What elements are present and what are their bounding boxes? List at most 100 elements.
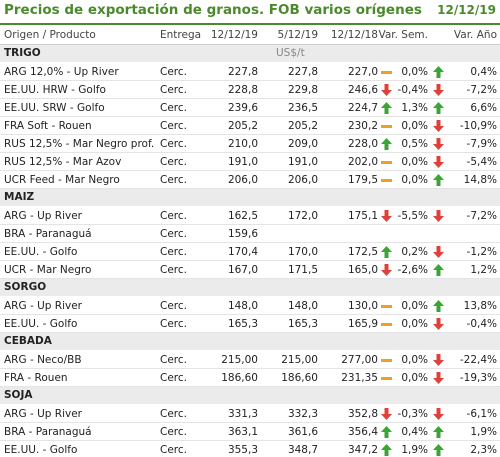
section-band xyxy=(0,387,500,404)
cell: 2,3% xyxy=(470,444,497,456)
cell: Cerc. xyxy=(160,66,187,78)
header-rule xyxy=(0,44,500,45)
row-rule xyxy=(0,314,500,315)
cell: -2,6% xyxy=(397,264,428,276)
cell: 191,0 xyxy=(227,156,258,168)
cell: 205,2 xyxy=(227,120,258,132)
cell: 227,8 xyxy=(287,66,318,78)
column-header: 12/12/18 xyxy=(330,29,378,41)
cell: -0,4% xyxy=(397,84,428,96)
cell: 210,0 xyxy=(227,138,258,150)
cell: ARG - Up River xyxy=(4,210,82,222)
cell: 0,0% xyxy=(401,174,428,186)
cell: 205,2 xyxy=(287,120,318,132)
column-header: 12/12/19 xyxy=(210,29,258,41)
cell: Cerc. xyxy=(160,228,187,240)
cell: Cerc. xyxy=(160,210,187,222)
cell: 162,5 xyxy=(227,210,258,222)
cell: -7,2% xyxy=(466,210,497,222)
cell: EE.UU. - Golfo xyxy=(4,246,78,258)
cell: 236,5 xyxy=(287,102,318,114)
cell: 0,4% xyxy=(470,66,497,78)
row-rule xyxy=(0,188,500,189)
cell: UCR - Mar Negro xyxy=(4,264,92,276)
trend-icon-up xyxy=(381,444,392,456)
cell: Cerc. xyxy=(160,444,187,456)
cell: -7,2% xyxy=(466,84,497,96)
trend-icon-down xyxy=(381,84,392,96)
trend-icon-up xyxy=(433,444,444,456)
cell: 0,0% xyxy=(401,66,428,78)
trend-icon-flat xyxy=(381,179,392,182)
trend-icon-up xyxy=(433,426,444,438)
row-rule xyxy=(0,242,500,243)
trend-icon-up xyxy=(381,426,392,438)
cell: EE.UU. HRW - Golfo xyxy=(4,84,106,96)
column-header: Var. Año xyxy=(453,29,497,41)
cell: 0,0% xyxy=(401,120,428,132)
cell: Cerc. xyxy=(160,408,187,420)
row-rule xyxy=(0,98,500,99)
cell: Cerc. xyxy=(160,264,187,276)
trend-icon-up xyxy=(381,246,392,258)
cell: -7,9% xyxy=(466,138,497,150)
cell: 165,9 xyxy=(347,318,378,330)
trend-icon-down xyxy=(433,120,444,132)
cell: EE.UU. - Golfo xyxy=(4,444,78,456)
cell: ARG - Up River xyxy=(4,408,82,420)
row-rule xyxy=(0,116,500,117)
cell: 186,60 xyxy=(281,372,318,384)
cell: 0,0% xyxy=(401,156,428,168)
cell: 159,6 xyxy=(227,228,258,240)
cell: 224,7 xyxy=(347,102,378,114)
cell: Cerc. xyxy=(160,84,187,96)
title-rule xyxy=(0,23,500,25)
cell: 165,3 xyxy=(227,318,258,330)
cell: 206,0 xyxy=(227,174,258,186)
cell: FRA Soft - Rouen xyxy=(4,120,92,132)
trend-icon-flat xyxy=(381,359,392,362)
cell: 352,8 xyxy=(347,408,378,420)
row-rule xyxy=(0,170,500,171)
cell: 1,9% xyxy=(470,426,497,438)
cell: 165,0 xyxy=(347,264,378,276)
cell: 170,4 xyxy=(227,246,258,258)
section-band xyxy=(0,45,500,62)
cell: 179,5 xyxy=(347,174,378,186)
cell: 0,0% xyxy=(401,354,428,366)
trend-icon-down xyxy=(433,84,444,96)
cell: 206,0 xyxy=(287,174,318,186)
trend-icon-up xyxy=(433,66,444,78)
cell: 228,0 xyxy=(347,138,378,150)
cell: EE.UU. SRW - Golfo xyxy=(4,102,105,114)
unit: US$/t xyxy=(276,47,305,59)
cell: 363,1 xyxy=(227,426,258,438)
trend-icon-down xyxy=(433,246,444,258)
trend-icon-down xyxy=(433,318,444,330)
cell: -10,9% xyxy=(459,120,497,132)
cell: 246,6 xyxy=(347,84,378,96)
trend-icon-down xyxy=(381,264,392,276)
trend-icon-up xyxy=(433,264,444,276)
cell: 228,8 xyxy=(227,84,258,96)
cell: 229,8 xyxy=(287,84,318,96)
cell: 239,6 xyxy=(227,102,258,114)
cell: Cerc. xyxy=(160,300,187,312)
cell: Cerc. xyxy=(160,120,187,132)
cell: EE.UU. - Golfo xyxy=(4,318,78,330)
row-rule xyxy=(0,332,500,333)
cell: 227,0 xyxy=(347,66,378,78)
cell: 186,60 xyxy=(221,372,258,384)
cell: 209,0 xyxy=(287,138,318,150)
cell: 348,7 xyxy=(287,444,318,456)
cell: 14,8% xyxy=(463,174,497,186)
trend-icon-down xyxy=(433,354,444,366)
section-band xyxy=(0,279,500,296)
cell: BRA - Paranaguá xyxy=(4,426,92,438)
cell: UCR Feed - Mar Negro xyxy=(4,174,120,186)
cell: 0,4% xyxy=(401,426,428,438)
cell: 347,2 xyxy=(347,444,378,456)
section-name: SORGO xyxy=(4,281,47,293)
cell: 165,3 xyxy=(287,318,318,330)
